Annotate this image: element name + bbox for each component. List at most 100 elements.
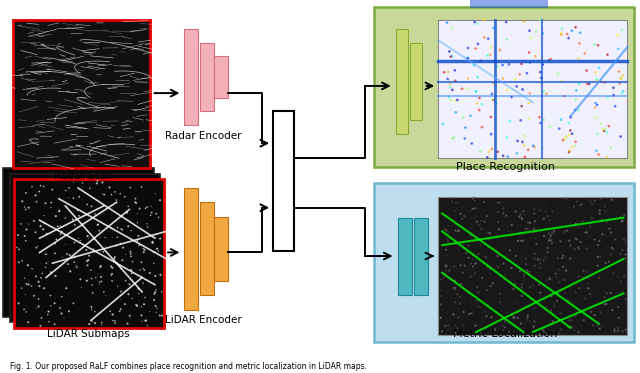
Point bbox=[529, 319, 540, 325]
Point bbox=[453, 228, 463, 234]
Point bbox=[151, 309, 161, 315]
Point bbox=[125, 251, 136, 257]
Point bbox=[556, 30, 566, 36]
Point bbox=[590, 100, 600, 106]
Point bbox=[55, 223, 65, 229]
Point bbox=[157, 313, 167, 319]
Point bbox=[600, 126, 611, 132]
Point bbox=[91, 275, 101, 280]
Bar bbox=[470, 0, 547, 7]
Point bbox=[540, 203, 550, 209]
Point bbox=[51, 213, 61, 219]
Point bbox=[468, 292, 479, 298]
Point bbox=[99, 289, 109, 295]
Point bbox=[566, 324, 577, 330]
Point bbox=[618, 247, 628, 253]
Point bbox=[444, 48, 454, 54]
Point bbox=[552, 298, 562, 304]
Point bbox=[545, 238, 555, 244]
Point bbox=[589, 312, 599, 318]
Point bbox=[472, 74, 483, 80]
Point bbox=[26, 283, 36, 289]
Point bbox=[539, 88, 549, 94]
Point bbox=[435, 314, 445, 320]
Point bbox=[106, 225, 116, 231]
Point bbox=[47, 186, 58, 192]
Point bbox=[82, 278, 92, 284]
Point bbox=[24, 282, 34, 288]
Point bbox=[536, 80, 546, 86]
Point bbox=[86, 276, 97, 282]
Point bbox=[516, 281, 527, 287]
Point bbox=[556, 32, 566, 38]
Point bbox=[118, 245, 128, 251]
Point bbox=[98, 191, 108, 197]
Text: Place Recognition: Place Recognition bbox=[456, 162, 555, 172]
Point bbox=[440, 263, 450, 269]
Point bbox=[20, 275, 30, 281]
Point bbox=[136, 184, 147, 190]
Point bbox=[563, 205, 573, 211]
Point bbox=[76, 253, 86, 258]
Point bbox=[614, 81, 625, 87]
Point bbox=[557, 255, 567, 261]
Point bbox=[468, 195, 479, 201]
Point bbox=[600, 79, 610, 85]
Point bbox=[446, 265, 456, 271]
Point bbox=[20, 207, 31, 213]
Point bbox=[612, 329, 622, 335]
Point bbox=[529, 226, 539, 232]
Point bbox=[556, 310, 566, 316]
Point bbox=[140, 247, 150, 253]
Point bbox=[530, 144, 540, 150]
Point bbox=[618, 72, 628, 78]
Point bbox=[468, 263, 478, 269]
Point bbox=[534, 331, 545, 337]
Point bbox=[515, 71, 525, 77]
Point bbox=[132, 211, 142, 217]
Point bbox=[560, 136, 570, 142]
Point bbox=[39, 213, 49, 219]
Point bbox=[584, 81, 595, 87]
Point bbox=[145, 270, 155, 276]
Point bbox=[441, 247, 451, 253]
Point bbox=[86, 304, 97, 310]
Point bbox=[618, 218, 628, 224]
Point bbox=[515, 231, 525, 236]
Point bbox=[132, 303, 142, 309]
Point bbox=[449, 195, 459, 201]
Point bbox=[450, 299, 460, 305]
Point bbox=[541, 209, 551, 214]
Point bbox=[470, 206, 480, 211]
Point bbox=[43, 259, 53, 265]
Point bbox=[99, 192, 109, 198]
Point bbox=[69, 239, 79, 245]
Point bbox=[439, 275, 449, 280]
Point bbox=[488, 80, 499, 86]
Point bbox=[111, 197, 122, 203]
Point bbox=[74, 213, 84, 219]
Point bbox=[567, 28, 577, 34]
Point bbox=[518, 87, 528, 93]
Point bbox=[142, 204, 152, 210]
Point bbox=[602, 301, 612, 307]
Point bbox=[451, 330, 461, 336]
Point bbox=[93, 271, 103, 277]
Point bbox=[523, 312, 533, 318]
Point bbox=[621, 327, 631, 333]
Point bbox=[595, 326, 605, 332]
Point bbox=[482, 213, 492, 219]
Point bbox=[463, 55, 473, 61]
Point bbox=[447, 53, 457, 59]
Point bbox=[113, 225, 123, 231]
Point bbox=[55, 305, 65, 311]
Point bbox=[549, 231, 559, 237]
Point bbox=[507, 273, 517, 279]
Point bbox=[97, 320, 107, 326]
Point bbox=[82, 201, 92, 207]
Point bbox=[589, 236, 600, 242]
Point bbox=[35, 323, 45, 329]
Point bbox=[456, 262, 466, 268]
Point bbox=[455, 301, 465, 307]
Text: Metric Localization: Metric Localization bbox=[453, 329, 558, 339]
